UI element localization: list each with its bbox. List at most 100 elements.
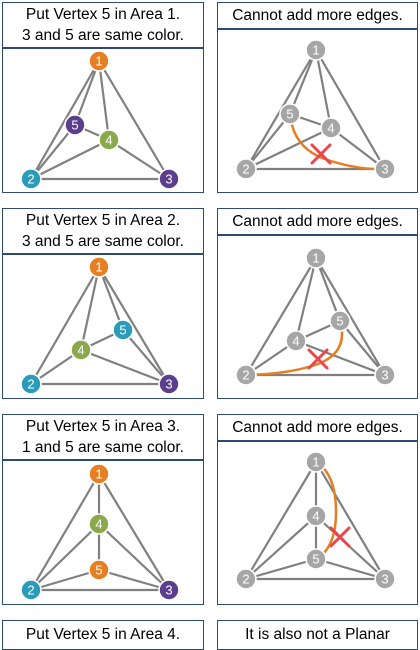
vertex-5 [329, 310, 351, 332]
graph-edge [314, 48, 333, 130]
graph-edge [121, 328, 171, 386]
vertex-label-4: 4 [312, 509, 319, 524]
vertex-label-2: 2 [27, 583, 34, 598]
caption-line: 3 and 5 are same color. [22, 27, 184, 44]
vertex-label-2: 2 [27, 377, 34, 392]
caption-line: Cannot add more edges. [232, 419, 403, 436]
caption-line: Put Vertex 5 in Area 3. [25, 418, 181, 435]
vertex-5 [112, 319, 134, 341]
vertex-4 [88, 513, 110, 535]
caption-area-1: Put Vertex 5 in Area 1. 3 and 5 are same … [2, 2, 204, 48]
graph-edge [314, 514, 387, 581]
cross-icon [310, 143, 332, 165]
vertex-label-5: 5 [336, 314, 343, 329]
vertex-1 [305, 451, 327, 473]
vertex-label-1: 1 [95, 54, 102, 69]
vertex-1 [88, 463, 110, 485]
caption-cannot-add-3: Cannot add more edges. [217, 414, 418, 441]
vertex-label-5: 5 [119, 323, 126, 338]
vertex-2 [235, 158, 257, 180]
graph-edge [97, 522, 171, 592]
graph-edge [79, 265, 101, 352]
vertex-1 [88, 256, 110, 278]
graph-edge [314, 557, 387, 581]
vertex-label-5: 5 [71, 118, 78, 133]
vertex-3 [374, 364, 396, 386]
vertex-label-2: 2 [242, 162, 249, 177]
vertex-label-1: 1 [95, 260, 102, 275]
graph-edge [97, 265, 125, 332]
vertex-1 [305, 247, 327, 269]
vertex-3 [158, 373, 180, 395]
graph-edge [314, 460, 387, 581]
vertex-label-2: 2 [27, 172, 34, 187]
caption-cannot-add-2: Cannot add more edges. [217, 208, 418, 235]
graph-edge [29, 123, 77, 181]
graph-edge [79, 348, 171, 386]
attempted-edge [288, 112, 387, 171]
graph-edge [294, 256, 318, 343]
graph-edge [29, 568, 101, 592]
vertex-4 [320, 117, 342, 139]
vertex-3 [374, 568, 396, 590]
vertex-1 [88, 50, 110, 72]
graph-edge [329, 126, 387, 171]
vertex-label-5: 5 [95, 563, 102, 578]
vertex-label-3: 3 [381, 572, 388, 587]
caption-line: Cannot add more edges. [232, 213, 403, 230]
vertex-label-4: 4 [77, 343, 84, 358]
caption-cannot-add-1: Cannot add more edges. [217, 2, 418, 29]
graph-edge [29, 522, 101, 592]
graph-edge [97, 568, 171, 592]
caption-line: Put Vertex 5 in Area 1. [25, 6, 181, 23]
vertex-label-4: 4 [327, 121, 334, 136]
vertex-2 [235, 568, 257, 590]
vertex-label-1: 1 [312, 43, 319, 58]
graph-edge [244, 557, 318, 581]
vertex-label-5: 5 [312, 552, 319, 567]
vertex-4 [70, 339, 92, 361]
vertex-label-2: 2 [242, 572, 249, 587]
vertex-4 [305, 505, 327, 527]
vertex-label-2: 2 [242, 368, 249, 383]
graph-edge [288, 48, 318, 116]
vertex-2 [20, 373, 42, 395]
vertex-4 [285, 330, 307, 352]
graph-edge [244, 514, 318, 581]
attempted-edge [314, 460, 338, 561]
graph-edge [294, 339, 387, 377]
vertex-label-5: 5 [286, 107, 293, 122]
vertex-5 [88, 559, 110, 581]
graph-edge [314, 256, 342, 323]
graph-edge [244, 256, 318, 377]
caption-line: It is also not a Planar [245, 626, 390, 643]
graph-edge [97, 265, 171, 386]
graph-edge [97, 472, 171, 592]
graph-edge [314, 48, 387, 171]
vertex-2 [20, 579, 42, 601]
graph-edge [244, 460, 318, 581]
graph-edge [29, 265, 101, 386]
vertex-label-1: 1 [95, 467, 102, 482]
attempted-edge [244, 319, 344, 377]
vertex-label-3: 3 [165, 583, 172, 598]
graph-edge [97, 59, 171, 181]
vertex-label-3: 3 [381, 368, 388, 383]
vertex-label-3: 3 [165, 172, 172, 187]
caption-line: 1 and 5 are same color. [22, 439, 184, 456]
vertex-3 [158, 579, 180, 601]
vertex-2 [20, 168, 42, 190]
vertex-5 [64, 114, 86, 136]
vertex-3 [374, 158, 396, 180]
graph-edge [97, 59, 111, 142]
vertex-5 [279, 103, 301, 125]
vertex-label-4: 4 [95, 517, 102, 532]
vertex-label-4: 4 [105, 133, 112, 148]
graph-edge [244, 112, 292, 171]
graph-edge [244, 126, 333, 171]
graph-edge [107, 138, 171, 181]
vertex-label-3: 3 [165, 377, 172, 392]
caption-line: Cannot add more edges. [232, 7, 403, 24]
vertex-1 [305, 39, 327, 61]
